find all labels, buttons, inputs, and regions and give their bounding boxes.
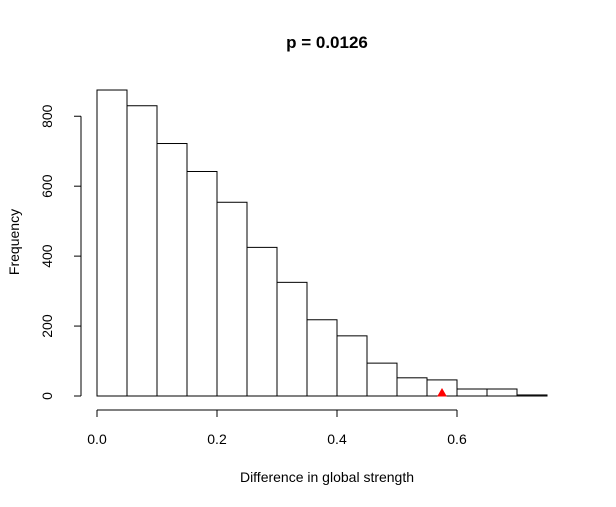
- histogram-bar: [516, 394, 548, 397]
- histogram-bar: [456, 388, 488, 397]
- y-tick-label: 0: [39, 392, 55, 400]
- histogram-bar: [396, 377, 428, 397]
- y-tick-label: 400: [39, 244, 55, 268]
- x-tick-label: 0.0: [87, 431, 107, 447]
- histogram-bar: [306, 319, 338, 397]
- y-tick-label: 600: [39, 174, 55, 198]
- histogram-bar: [216, 201, 248, 397]
- y-axis-label: Frequency: [6, 209, 22, 275]
- bars-group: [96, 89, 548, 397]
- histogram-bar: [366, 362, 398, 397]
- x-axis: 0.0 0.2 0.4 0.6: [87, 409, 467, 447]
- histogram-bar: [96, 89, 128, 397]
- x-axis-label: Difference in global strength: [240, 469, 414, 485]
- histogram-bar: [126, 105, 158, 397]
- y-axis: 0 200 400 600 800: [39, 104, 82, 400]
- observed-value-marker: [437, 387, 447, 397]
- histogram-bar: [336, 335, 368, 397]
- histogram-bar: [186, 170, 218, 397]
- y-tick-label: 800: [39, 104, 55, 128]
- x-tick-label: 0.4: [327, 431, 347, 447]
- x-tick-label: 0.6: [447, 431, 467, 447]
- histogram-bar: [276, 281, 308, 397]
- y-tick-label: 200: [39, 314, 55, 338]
- histogram-bar: [486, 388, 518, 397]
- histogram-bar: [246, 246, 278, 397]
- observed-marker-group: [437, 387, 447, 397]
- histogram-bar: [156, 143, 188, 397]
- chart-title: p = 0.0126: [286, 33, 368, 52]
- x-tick-label: 0.2: [207, 431, 227, 447]
